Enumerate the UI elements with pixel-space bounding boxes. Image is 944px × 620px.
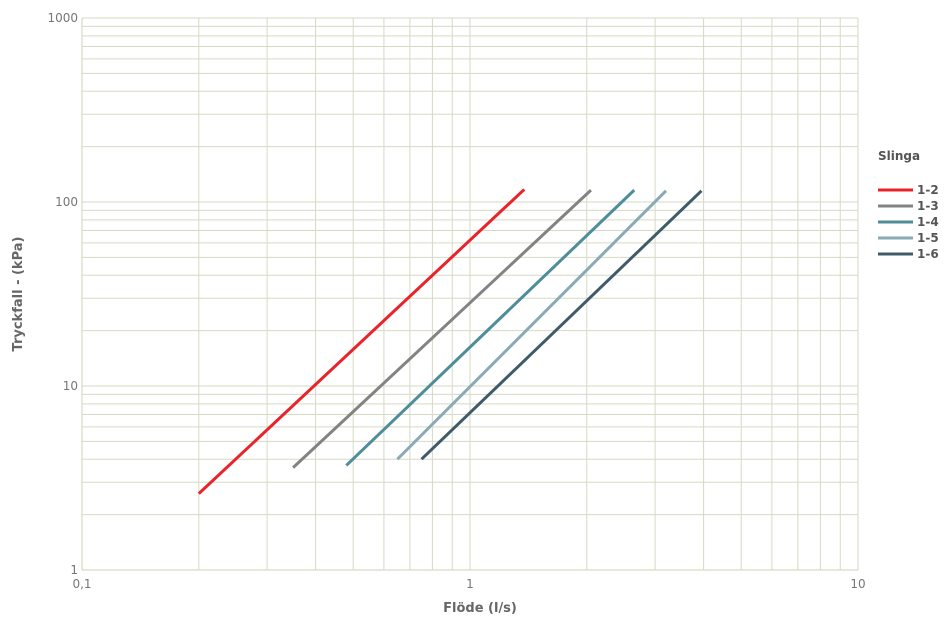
series-line-1-4 xyxy=(345,189,636,467)
y-tick-label: 100 xyxy=(55,195,78,209)
series-line-1-3 xyxy=(292,189,592,469)
grid xyxy=(81,17,859,571)
x-axis-title: Flöde (l/s) xyxy=(443,601,517,616)
x-tick-label: 1 xyxy=(466,577,474,591)
x-axis-ticks: 0,1 1 10 xyxy=(72,577,865,591)
x-tick-label: 0,1 xyxy=(72,577,91,591)
legend-label-1-2: 1-2 xyxy=(917,183,939,197)
series-line-1-5 xyxy=(396,189,668,461)
legend-label-1-6: 1-6 xyxy=(917,247,939,261)
legend-label-1-5: 1-5 xyxy=(917,231,939,245)
x-tick-label: 10 xyxy=(850,577,865,591)
legend-label-1-3: 1-3 xyxy=(917,199,939,213)
legend-title: Slinga xyxy=(878,149,920,163)
y-axis-title: Tryckfall - (kPa) xyxy=(11,237,26,352)
y-tick-label: 10 xyxy=(63,379,78,393)
y-axis-ticks: 1 10 100 1000 xyxy=(47,11,78,577)
legend: Slinga 1-2 1-3 1-4 1-5 1-6 xyxy=(878,149,939,261)
series-line-1-6 xyxy=(420,189,703,461)
series-line-1-2 xyxy=(197,188,526,495)
series-lines xyxy=(197,188,703,495)
y-tick-label: 1000 xyxy=(47,11,78,25)
legend-label-1-4: 1-4 xyxy=(917,215,939,229)
y-tick-label: 1 xyxy=(70,563,78,577)
